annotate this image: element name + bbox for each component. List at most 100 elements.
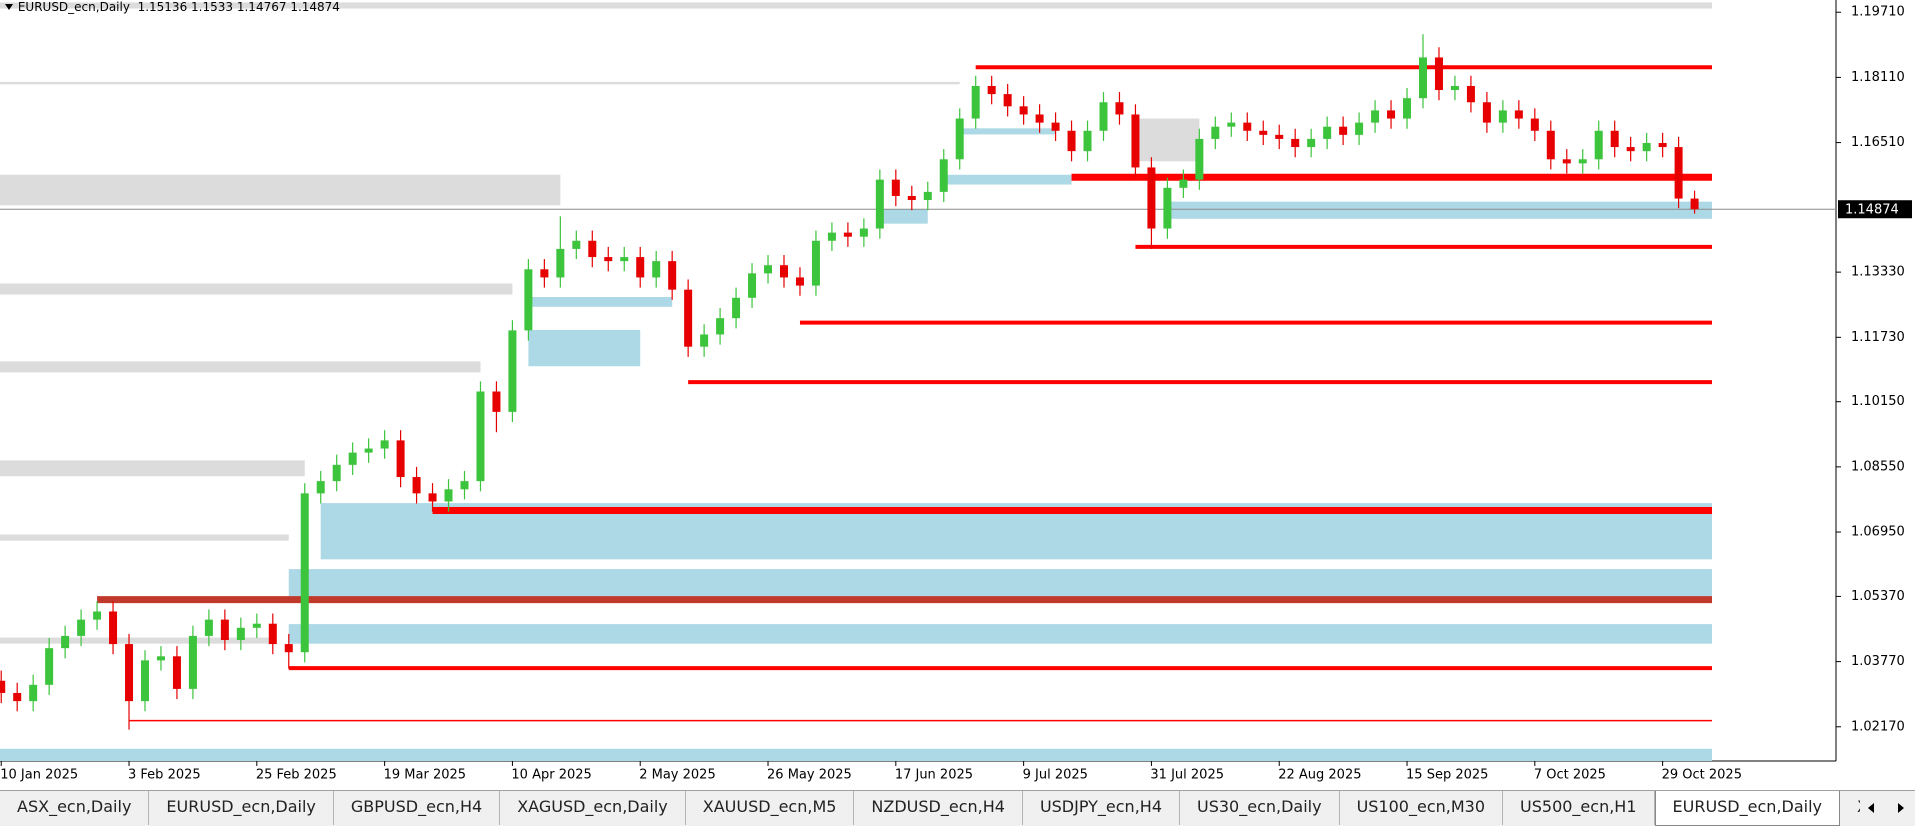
last-low: 1.14767: [236, 0, 287, 14]
candle-body: [61, 635, 70, 649]
candle-body: [1530, 118, 1539, 131]
candle-body: [1307, 138, 1316, 148]
candle-body: [652, 261, 661, 278]
last-open: 1.15136: [137, 0, 188, 14]
candle-body: [1003, 94, 1012, 107]
scroll-left[interactable]: [1868, 803, 1874, 813]
last-close: 1.14874: [290, 0, 340, 14]
candle-body: [1371, 110, 1380, 123]
tab[interactable]: GBPUSD_ecn,H4: [334, 791, 501, 825]
candle-body: [45, 648, 54, 685]
candle-body: [684, 289, 693, 347]
candle-body: [1035, 114, 1044, 123]
candle-body: [1610, 130, 1619, 148]
candle-body: [843, 232, 852, 237]
tab[interactable]: ASX_ecn,Daily: [0, 791, 150, 825]
candle-body: [795, 277, 804, 286]
zone: [288, 569, 1712, 599]
last-high: 1.1533: [191, 0, 234, 14]
tab[interactable]: US100_ecn,M30: [1340, 791, 1504, 825]
candle-body: [1514, 110, 1523, 119]
zone: [288, 624, 1712, 644]
x-tick-label: 29 Oct 2025: [1662, 768, 1742, 783]
x-tick-label: 19 Mar 2025: [384, 768, 466, 783]
x-tick-label: 22 Aug 2025: [1278, 768, 1361, 783]
y-tick-label: 1.10150: [1851, 394, 1905, 409]
candle-body: [236, 627, 245, 641]
chart-header: EURUSD_ecn,Daily 1.15136 1.1533 1.14767 …: [4, 0, 340, 15]
candle-body: [955, 118, 964, 160]
candle-body: [156, 656, 165, 661]
candle-body: [668, 261, 677, 290]
tab[interactable]: XAGUSD_ecn,Daily: [500, 791, 686, 825]
candle-body: [125, 644, 134, 702]
tab[interactable]: US500_ecn,H1: [1503, 791, 1655, 825]
candle-body: [476, 391, 485, 482]
candles: [0, 34, 1699, 730]
tab[interactable]: EURUSD_ecn,Daily: [149, 791, 334, 825]
candle-body: [1275, 134, 1284, 139]
tab[interactable]: US30_ecn,Daily: [1180, 791, 1340, 825]
candle-body: [1147, 167, 1156, 229]
candle-body: [492, 391, 501, 412]
candle-body: [1658, 142, 1667, 148]
candle-body: [300, 493, 309, 653]
menu-arrow[interactable]: [4, 3, 14, 11]
price-label: 1.14874: [1845, 203, 1899, 218]
y-tick-label: 1.11730: [1851, 330, 1905, 345]
candle-body: [284, 644, 293, 653]
candle-body: [1418, 57, 1427, 99]
tab[interactable]: NZDUSD_ecn,H4: [854, 791, 1023, 825]
zone: [0, 637, 273, 644]
candle-body: [1195, 138, 1204, 180]
zone: [943, 174, 1072, 185]
candle-body: [188, 635, 197, 689]
zone: [0, 748, 1712, 761]
candle-body: [428, 493, 437, 502]
x-tick-label: 15 Sep 2025: [1406, 768, 1488, 783]
candle-body: [412, 477, 421, 494]
candle-body: [77, 619, 86, 636]
x-tick-label: 7 Oct 2025: [1534, 768, 1606, 783]
candle-body: [460, 481, 469, 490]
candle-body: [1179, 179, 1188, 188]
candle-body: [779, 265, 788, 278]
candle-body: [764, 265, 773, 274]
symbol: EURUSD_ecn,Daily: [17, 0, 130, 14]
x-tick-label: 25 Feb 2025: [256, 768, 337, 783]
candle-body: [1339, 126, 1348, 135]
candle-body: [252, 623, 261, 628]
candle-body: [811, 240, 820, 286]
x-tick-label: 10 Apr 2025: [511, 768, 591, 783]
zone: [528, 329, 641, 367]
zone: [879, 209, 928, 224]
candle-body: [204, 619, 213, 636]
candle-body: [220, 619, 229, 641]
tab[interactable]: USDJPY_ecn,H4: [1023, 791, 1180, 825]
tab[interactable]: XAUUSD_ecn,Daily: [1840, 791, 1860, 825]
candle-body: [540, 269, 549, 278]
candle-body: [1211, 126, 1220, 139]
zone: [0, 283, 513, 295]
candle-body: [875, 179, 884, 229]
candle-body: [1115, 102, 1124, 115]
y-tick-label: 1.02170: [1851, 719, 1905, 734]
candle-body: [923, 191, 932, 201]
candle-body: [827, 232, 836, 241]
tab-list: ASX_ecn,Daily EURUSD_ecn,Daily GBPUSD_ecn,…: [0, 791, 1860, 826]
candle-body: [859, 228, 868, 237]
candle-body: [1482, 102, 1491, 123]
axes: 1.19710 1.18110 1.16510 1.13330 1.11730 1.101…: [0, 5, 1912, 783]
candle-body: [620, 257, 629, 262]
scroll-right[interactable]: [1898, 803, 1904, 813]
candle-body: [508, 330, 517, 412]
tab[interactable]: EURUSD_ecn,Daily: [1654, 791, 1840, 826]
candle-body: [444, 489, 453, 502]
zone: [0, 534, 289, 541]
candle-body: [748, 273, 757, 298]
candle-body: [316, 481, 325, 494]
tab[interactable]: XAUUSD_ecn,M5: [686, 791, 855, 825]
candle-body: [396, 440, 405, 478]
candle-body: [140, 660, 149, 702]
candle-body: [1019, 106, 1028, 115]
